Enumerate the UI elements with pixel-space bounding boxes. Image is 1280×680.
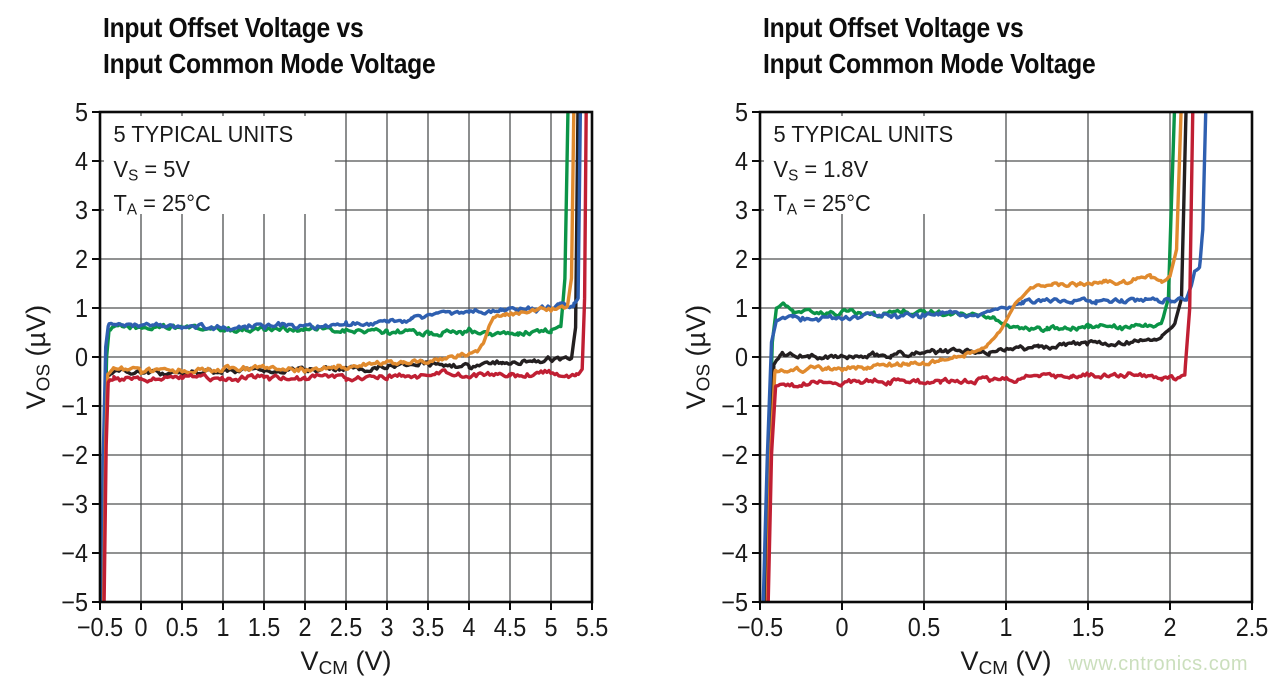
y-tick-label: −2 [721, 440, 748, 470]
series-line-unit-red [102, 112, 588, 602]
y-tick-label: 4 [74, 146, 88, 176]
y-tick-label: −3 [61, 489, 88, 519]
plot-annotation: 5 TYPICAL UNITS VS = 1.8V TA = 25°C [764, 116, 995, 219]
x-tick-label: 4.5 [493, 612, 527, 642]
x-tick-label: 1 [999, 612, 1013, 642]
annotation-line: 5 TYPICAL UNITS [113, 121, 294, 147]
watermark: www.cntronics.com [1068, 653, 1248, 675]
y-tick-label: 1 [74, 293, 88, 323]
chart-canvas [752, 110, 1254, 610]
annotation-line: TA = 25°C [113, 190, 211, 219]
annotation-line: VS = 1.8V [773, 155, 869, 185]
x-tick-label: 0 [835, 612, 849, 642]
y-tick-label: −4 [721, 538, 748, 568]
y-tick-label: −4 [61, 538, 88, 568]
series-line-unit-orange [765, 112, 1183, 602]
annotation-line: TA = 25°C [773, 190, 871, 219]
plot-border [758, 110, 1254, 604]
x-tick-label: 0.5 [165, 612, 199, 642]
x-tick-label: 5 [544, 612, 558, 642]
x-tick-label: 2 [1163, 612, 1177, 642]
chart-title-line2: Input Common Mode Voltage [763, 48, 1096, 79]
x-tick-label: 0 [134, 612, 148, 642]
y-tick-label: 1 [734, 293, 748, 323]
x-tick-label: 3 [380, 612, 394, 642]
x-tick-label: 2.5 [1235, 612, 1269, 642]
x-axis-label: VCM (V) [960, 646, 1052, 680]
y-tick-label: 3 [74, 195, 88, 225]
x-tick-label: 4 [462, 612, 476, 642]
x-tick-label: 5.5 [575, 612, 609, 642]
x-tick-label: 1.5 [1071, 612, 1105, 642]
y-tick-label: −1 [721, 391, 748, 421]
x-tick-label: 2.5 [329, 612, 363, 642]
x-tick-label: −0.5 [76, 612, 124, 642]
x-tick-label: 1 [216, 612, 230, 642]
series-line-unit-blue [761, 112, 1208, 602]
y-tick-label: −5 [61, 587, 88, 617]
y-tick-label: 0 [74, 342, 88, 372]
y-tick-label: 0 [734, 342, 748, 372]
y-tick-label: 5 [74, 97, 88, 127]
y-tick-label: −3 [721, 489, 748, 519]
series-line-unit-blue [100, 112, 583, 602]
x-tick-label: 3.5 [411, 612, 445, 642]
series-line-unit-black [101, 112, 580, 602]
plot-annotation: 5 TYPICAL UNITS VS = 5V TA = 25°C [104, 116, 335, 219]
plot-border [98, 110, 594, 604]
chart-canvas [92, 110, 594, 610]
chart-title: Input Offset Voltage vs Input Common Mod… [763, 10, 1096, 82]
x-tick-label: 1.5 [247, 612, 281, 642]
chart-title-line1: Input Offset Voltage vs [103, 12, 364, 43]
y-tick-label: 4 [734, 146, 748, 176]
x-tick-label: −0.5 [736, 612, 784, 642]
y-tick-label: −2 [61, 440, 88, 470]
y-tick-label: 3 [734, 195, 748, 225]
plot-area [92, 110, 594, 610]
y-tick-label: 2 [74, 244, 88, 274]
chart-title: Input Offset Voltage vs Input Common Mod… [103, 10, 436, 82]
series-line-unit-red [766, 112, 1195, 602]
y-tick-label: 5 [734, 97, 748, 127]
y-tick-label: 2 [734, 244, 748, 274]
chart-title-line2: Input Common Mode Voltage [103, 48, 436, 79]
y-tick-label: −5 [721, 587, 748, 617]
plot-area [752, 110, 1254, 610]
x-tick-label: 2 [298, 612, 312, 642]
x-tick-label: 0.5 [907, 612, 941, 642]
annotation-line: VS = 5V [113, 155, 190, 185]
chart-title-line1: Input Offset Voltage vs [763, 12, 1024, 43]
y-tick-label: −1 [61, 391, 88, 421]
x-axis-label: VCM (V) [300, 646, 392, 680]
series-line-unit-orange [102, 112, 576, 602]
annotation-line: 5 TYPICAL UNITS [773, 121, 954, 147]
